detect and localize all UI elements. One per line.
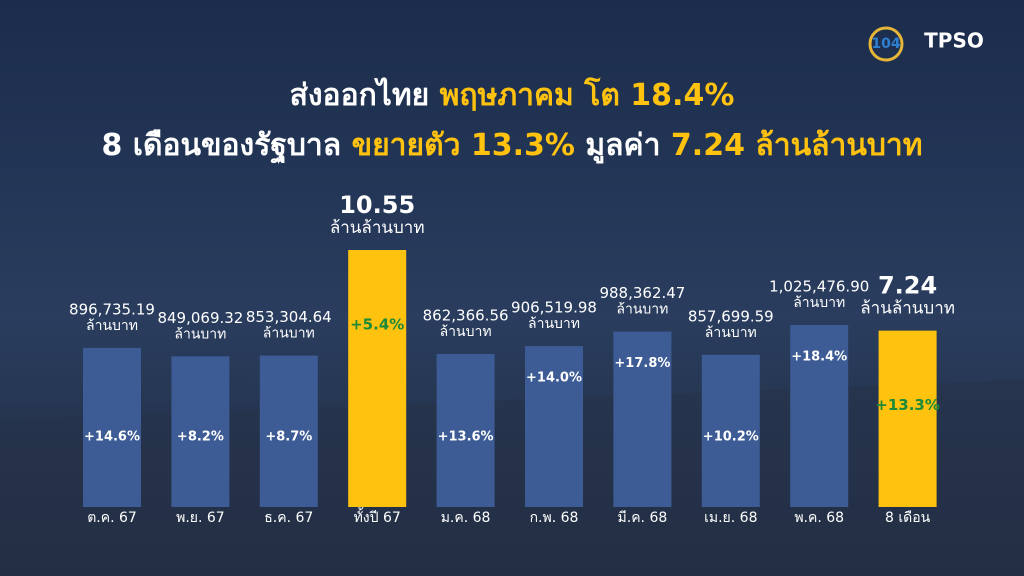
- title-line: 8 เดือนของรัฐบาล ขยายตัว 13.3% มูลค่า 7.…: [101, 128, 922, 165]
- value-label: 7.24: [878, 272, 937, 300]
- logo-text: TPSO: [924, 29, 984, 53]
- bar: [613, 331, 672, 507]
- category-label: เม.ย. 68: [704, 510, 757, 526]
- value-label: 896,735.19: [69, 300, 155, 318]
- growth-label: +13.6%: [438, 430, 494, 445]
- growth-label: +8.2%: [177, 430, 224, 445]
- unit-label: ล้านบาท: [263, 326, 315, 342]
- unit-label: ล้านบาท: [528, 316, 580, 332]
- growth-label: +13.3%: [875, 396, 940, 414]
- logo-text: 104: [871, 36, 900, 52]
- unit-label: ล้านล้านบาท: [330, 218, 425, 238]
- unit-label: ล้านบาท: [174, 326, 226, 342]
- unit-label: ล้านบาท: [440, 324, 492, 340]
- growth-label: +14.6%: [84, 430, 140, 445]
- value-label: 906,519.98: [511, 299, 597, 317]
- unit-label: ล้านบาท: [705, 325, 757, 341]
- value-label: 862,366.56: [423, 306, 509, 324]
- category-label: ต.ค. 67: [87, 510, 137, 526]
- title-line: ส่งออกไทย พฤษภาคม โต 18.4%: [290, 76, 735, 113]
- logo-ring: [868, 26, 904, 62]
- unit-label: ล้านบาท: [793, 295, 845, 311]
- growth-label: +5.4%: [350, 316, 404, 334]
- growth-label: +10.2%: [703, 430, 759, 445]
- unit-label: ล้านบาท: [86, 318, 138, 334]
- bar: [83, 347, 141, 507]
- growth-label: +14.0%: [526, 371, 582, 386]
- title-part: ส่งออกไทย: [290, 77, 440, 113]
- value-label: 10.55: [339, 191, 415, 219]
- value-label: 857,699.59: [688, 307, 774, 325]
- value-label: 1,025,476.90: [769, 278, 869, 296]
- road: [0, 380, 1024, 576]
- category-label: 8 เดือน: [885, 510, 931, 526]
- bar: [790, 325, 849, 507]
- growth-label: +18.4%: [791, 350, 847, 365]
- bar: [436, 353, 495, 507]
- bar: [525, 346, 583, 507]
- bar: [348, 250, 407, 507]
- title-part: 8 เดือนของรัฐบาล: [101, 128, 351, 165]
- unit-label: ล้านล้านบาท: [860, 299, 955, 319]
- category-label: ม.ค. 68: [441, 510, 491, 526]
- unit-label: ล้านบาท: [616, 302, 668, 318]
- bar: [701, 354, 760, 507]
- category-label: ทั้งปี 67: [354, 507, 401, 526]
- growth-label: +17.8%: [614, 356, 670, 371]
- category-label: มี.ค. 68: [618, 510, 668, 526]
- value-label: 849,069.32: [157, 309, 243, 327]
- category-label: พ.ค. 68: [794, 510, 844, 526]
- bar: [878, 330, 937, 507]
- title-part: 7.24 ล้านล้านบาท: [671, 128, 923, 163]
- value-label: 853,304.64: [246, 308, 332, 326]
- bar: [171, 356, 230, 507]
- title-part: ขยายตัว 13.3%: [352, 128, 575, 163]
- category-label: ธ.ค. 67: [264, 510, 313, 526]
- growth-label: +8.7%: [265, 430, 312, 445]
- category-label: ก.พ. 68: [530, 510, 579, 526]
- value-label: 988,362.47: [599, 284, 685, 302]
- title-part: มูลค่า: [575, 128, 671, 164]
- bar: [259, 355, 318, 507]
- title-part: พฤษภาคม โต 18.4%: [440, 76, 735, 113]
- category-label: พ.ย. 67: [176, 510, 225, 526]
